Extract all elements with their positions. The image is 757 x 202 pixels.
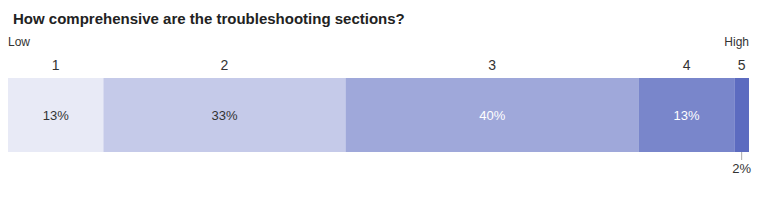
svg-text:4: 4 bbox=[683, 57, 691, 73]
svg-text:2%: 2% bbox=[732, 161, 751, 176]
svg-text:High: High bbox=[724, 35, 749, 49]
svg-text:3: 3 bbox=[488, 57, 496, 73]
svg-text:Low: Low bbox=[8, 35, 30, 49]
svg-text:13%: 13% bbox=[674, 108, 700, 123]
svg-text:13%: 13% bbox=[43, 108, 69, 123]
svg-text:2: 2 bbox=[221, 57, 229, 73]
svg-text:40%: 40% bbox=[479, 108, 505, 123]
svg-text:5: 5 bbox=[738, 57, 746, 73]
svg-text:33%: 33% bbox=[211, 108, 237, 123]
svg-text:1: 1 bbox=[52, 57, 60, 73]
svg-text:How comprehensive are the trou: How comprehensive are the troubleshootin… bbox=[13, 10, 405, 27]
